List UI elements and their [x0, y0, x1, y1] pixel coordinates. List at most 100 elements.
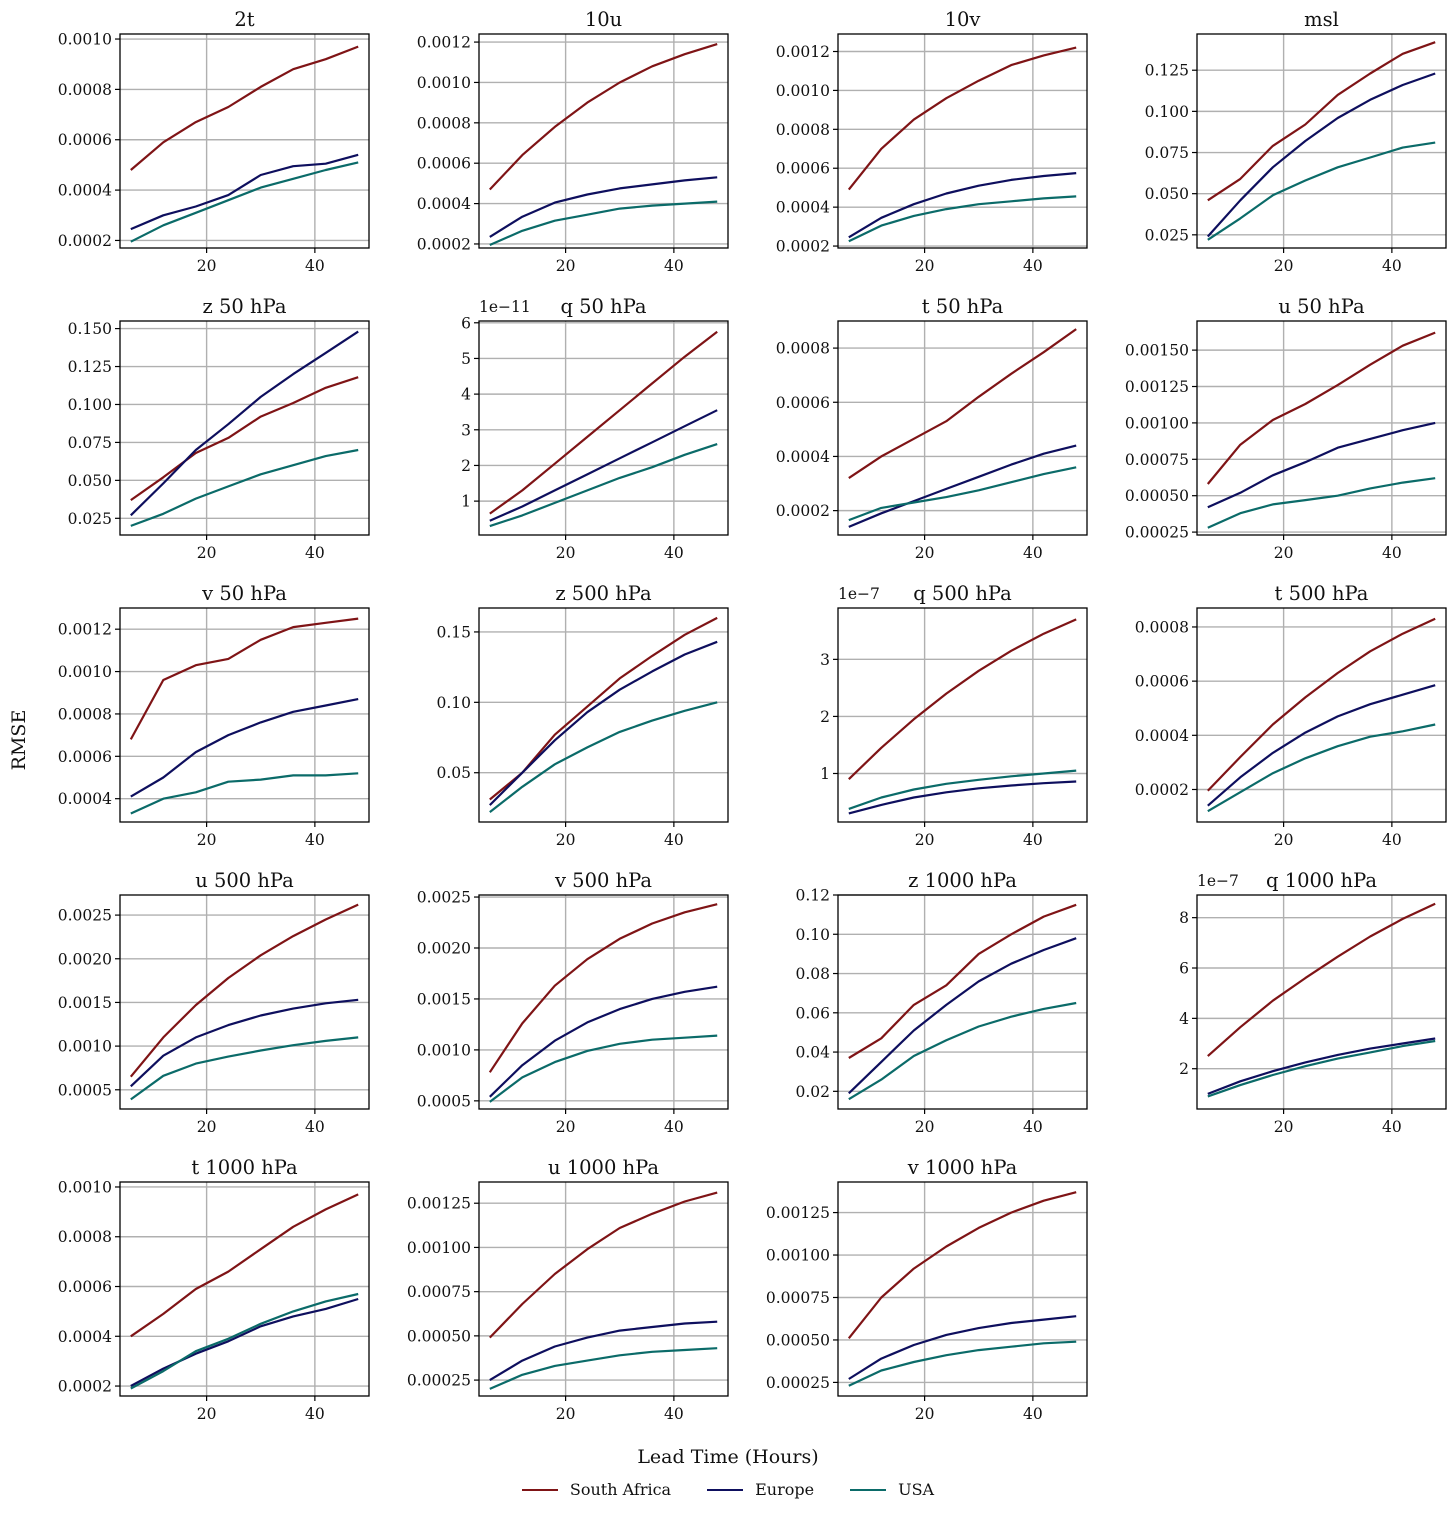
subplot-title: u 500 hPa [195, 869, 294, 892]
subplot-title: v 1000 hPa [907, 1156, 1018, 1179]
axes-frame [837, 320, 1088, 536]
y-tick-label: 6 [461, 314, 471, 332]
axes-frame [1196, 320, 1447, 536]
y-tick-label: 2 [461, 457, 471, 475]
subplot-title: z 50 hPa [203, 295, 287, 318]
x-tick-label: 40 [664, 257, 684, 275]
x-tick-label: 20 [197, 831, 217, 849]
y-tick-label: 0.0002 [417, 235, 471, 253]
y-tick-label: 0.00075 [766, 1289, 830, 1307]
axes-frame [119, 1181, 370, 1397]
y-tick-label: 1 [820, 765, 830, 783]
axes-frame [837, 894, 1088, 1110]
subplot-q-500-hpa: 1 2 3 20 40 q 500 hPa 1e−7 [820, 582, 1088, 849]
series-line-usa [489, 200, 718, 247]
y-tick-label: 0.10 [795, 926, 830, 944]
x-tick-label: 40 [1382, 831, 1402, 849]
subplot-u-50-hpa: 0.00025 0.00050 0.00075 0.00100 0.00125 0.001… [1125, 295, 1447, 562]
axes-frame [119, 607, 370, 823]
y-tick-label: 0.0004 [417, 195, 471, 213]
x-tick-label: 40 [1382, 257, 1402, 275]
x-tick-label: 20 [556, 544, 576, 562]
y-tick-label: 0.0008 [58, 81, 112, 99]
y-tick-label: 0.00100 [1125, 414, 1189, 432]
y-tick-label: 0.0006 [417, 155, 471, 173]
series-line-usa [130, 448, 359, 527]
x-tick-label: 20 [197, 1118, 217, 1136]
subplot-title: z 500 hPa [555, 582, 652, 605]
series-line-usa [489, 1347, 718, 1390]
axes-frame [1196, 33, 1447, 249]
y-tick-label: 0.0004 [1135, 727, 1189, 745]
series-line-south-africa [489, 43, 718, 191]
y-tick-label: 0.0006 [776, 394, 830, 412]
y-tick-label: 0.0025 [417, 889, 471, 907]
y-tick-label: 0.00125 [407, 1195, 471, 1213]
y-tick-label: 0.0002 [1135, 781, 1189, 799]
y-tick-label: 0.0002 [776, 502, 830, 520]
y-tick-label: 0.00150 [1125, 342, 1189, 360]
y-tick-label: 0.0006 [1135, 673, 1189, 691]
series-line-europe [489, 176, 718, 238]
subplot-u-500-hpa: 0.0005 0.0010 0.0015 0.0020 0.0025 20 40 u 500 … [58, 869, 370, 1136]
x-tick-label: 40 [305, 544, 325, 562]
y-tick-label: 0.0010 [417, 74, 471, 92]
legend-item-usa: USA [850, 1480, 934, 1499]
y-tick-label: 0.10 [436, 694, 471, 712]
subplot-v-50-hpa: 0.0004 0.0006 0.0008 0.0010 0.0012 20 40 v 50 h… [58, 582, 370, 849]
axes-frame [478, 320, 729, 536]
x-tick-label: 40 [664, 1118, 684, 1136]
y-tick-label: 0.08 [795, 965, 830, 983]
y-tick-label: 0.0008 [417, 114, 471, 132]
series-line-usa [848, 769, 1077, 810]
y-tick-label: 0.050 [1145, 185, 1189, 203]
axis-offset-label: 1e−7 [1197, 872, 1239, 890]
x-tick-label: 20 [556, 257, 576, 275]
y-tick-label: 0.0008 [58, 705, 112, 723]
y-tick-label: 0.0004 [58, 790, 112, 808]
y-tick-label: 0.0010 [58, 1038, 112, 1056]
y-tick-label: 0.00050 [766, 1331, 830, 1349]
series-line-south-africa [847, 1191, 1077, 1339]
series-line-south-africa [847, 46, 1077, 191]
series-line-south-africa [129, 617, 359, 740]
subplot-title: 2t [234, 8, 254, 31]
x-tick-label: 20 [915, 544, 935, 562]
axes-frame [837, 1181, 1088, 1397]
y-tick-label: 0.00100 [766, 1247, 830, 1265]
axes-frame [1196, 607, 1447, 823]
subplot-z-50-hpa: 0.025 0.050 0.075 0.100 0.125 0.150 20 40 z 50 h… [68, 295, 370, 562]
series-line-europe [1207, 421, 1436, 509]
series-line-europe [848, 172, 1077, 239]
series-line-south-africa [488, 903, 718, 1073]
subplot-title: v 500 hPa [554, 869, 652, 892]
x-tick-label: 40 [1023, 544, 1043, 562]
series-line-south-africa [1207, 41, 1436, 202]
x-tick-label: 40 [305, 1118, 325, 1136]
series-line-south-africa [1207, 617, 1436, 792]
axes-frame [478, 33, 729, 249]
y-tick-label: 0.150 [68, 320, 112, 338]
y-tick-label: 6 [1179, 960, 1189, 978]
series-line-usa [848, 1340, 1077, 1387]
axes-frame [837, 607, 1088, 823]
y-tick-label: 3 [461, 421, 471, 439]
y-tick-label: 2 [1179, 1060, 1189, 1078]
axis-offset-label: 1e−7 [838, 585, 880, 603]
x-tick-label: 40 [1023, 1118, 1043, 1136]
series-line-usa [848, 195, 1077, 243]
y-tick-label: 0.04 [795, 1044, 830, 1062]
x-tick-label: 40 [1382, 1118, 1402, 1136]
x-tick-label: 20 [556, 1405, 576, 1423]
y-tick-label: 0.0008 [1135, 618, 1189, 636]
y-tick-label: 0.0010 [58, 663, 112, 681]
y-tick-label: 0.02 [795, 1083, 830, 1101]
x-tick-label: 40 [305, 1405, 325, 1423]
subplot-title: z 1000 hPa [908, 869, 1017, 892]
series-line-europe [848, 1315, 1077, 1380]
x-tick-label: 40 [1023, 1405, 1043, 1423]
subplot-msl: 0.025 0.050 0.075 0.100 0.125 20 40 msl [1145, 8, 1447, 275]
y-tick-label: 0.0002 [776, 238, 830, 256]
subplot-title: u 1000 hPa [548, 1156, 659, 1179]
subplot-t-1000-hpa: 0.0002 0.0004 0.0006 0.0008 0.0010 20 40 t 1000… [58, 1156, 370, 1423]
